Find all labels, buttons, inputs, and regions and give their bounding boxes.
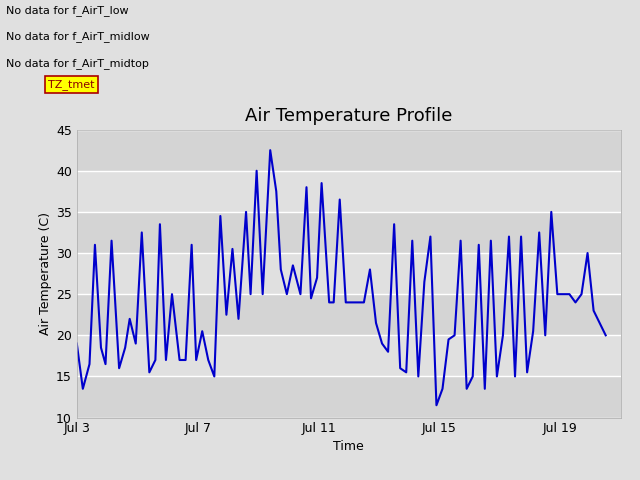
Text: TZ_tmet: TZ_tmet [48, 79, 95, 90]
Bar [77, 212, 621, 253]
Bar [77, 253, 621, 294]
Bar [77, 171, 621, 212]
Text: No data for f_AirT_midlow: No data for f_AirT_midlow [6, 31, 150, 42]
Text: No data for f_AirT_midtop: No data for f_AirT_midtop [6, 58, 149, 69]
Bar [77, 294, 621, 336]
Title: Air Temperature Profile: Air Temperature Profile [245, 107, 452, 125]
Y-axis label: Air Temperature (C): Air Temperature (C) [39, 212, 52, 335]
Text: No data for f_AirT_low: No data for f_AirT_low [6, 5, 129, 16]
X-axis label: Time: Time [333, 440, 364, 453]
Bar [77, 336, 621, 376]
Bar [77, 376, 621, 418]
Bar [77, 130, 621, 171]
